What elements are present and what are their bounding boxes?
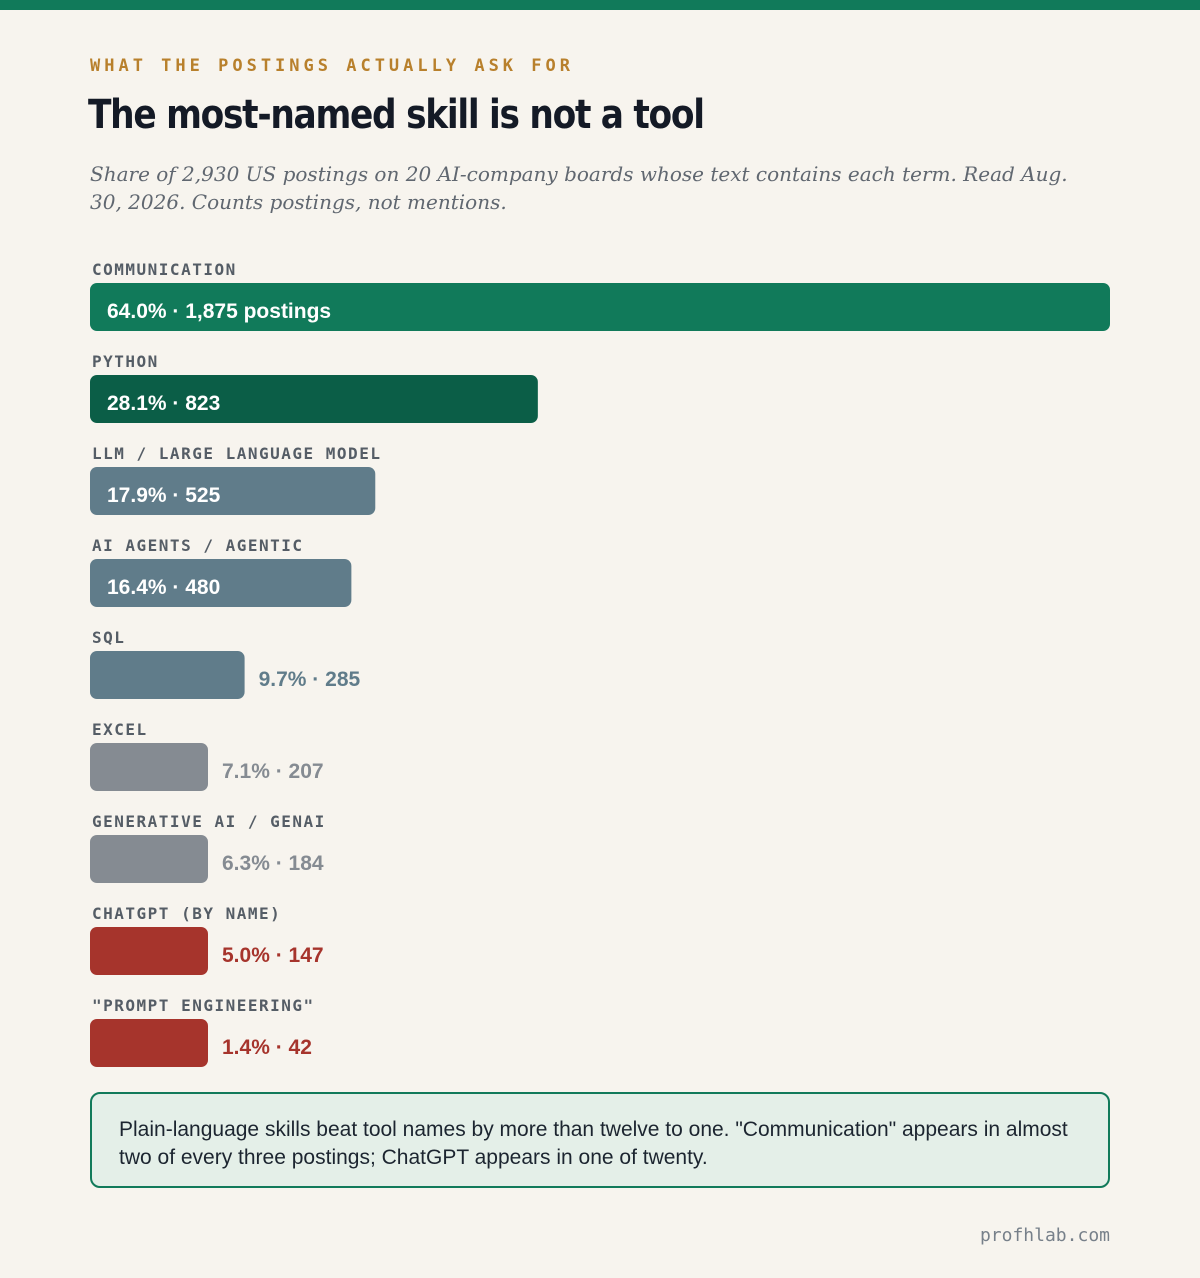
label-separator: · [167,484,186,507]
bar [90,559,352,607]
bar [90,375,538,423]
value-label: 6.3% [222,852,270,875]
data-label: 5.0% · 147 [222,944,324,967]
data-label: 16.4% · 480 [107,576,220,599]
label-separator: · [270,944,289,967]
category-label: GENERATIVE AI / GENAI [92,812,326,831]
value-label: 64.0% [107,300,167,323]
count-label: 823 [185,392,220,415]
value-label: 28.1% [107,392,167,415]
category-label: AI AGENTS / AGENTIC [92,536,304,555]
count-label: 480 [185,576,220,599]
label-separator: · [270,1036,289,1059]
chart-subtitle: Share of 2,930 US postings on 20 AI-comp… [90,162,1068,214]
bar-chart: COMMUNICATION 64.0% · 1,875 postings PYTHO… [90,260,1110,1067]
data-label: 28.1% · 823 [107,392,220,415]
label-separator: · [167,576,186,599]
kicker: WHAT THE POSTINGS ACTUALLY ASK FOR [90,56,574,76]
takeaway-note: Plain-language skills beat tool names by… [90,1092,1110,1188]
top-accent-bar [0,0,1200,10]
data-label: 6.3% · 184 [222,852,324,875]
category-label: COMMUNICATION [92,260,237,279]
data-label: 7.1% · 207 [222,760,324,783]
bar [90,927,208,975]
category-label: CHATGPT (BY NAME) [92,904,281,923]
bar [90,651,245,699]
count-label: 147 [289,944,324,967]
bar [90,835,208,883]
category-label: SQL [92,628,125,647]
count-label: 42 [289,1036,312,1059]
data-label: 1.4% · 42 [222,1036,312,1059]
category-label: PYTHON [92,352,159,371]
bar [90,283,1110,331]
label-separator: · [167,300,186,323]
site-credit: profhlab.com [979,1225,1110,1246]
value-label: 17.9% [107,484,167,507]
value-label: 9.7% [259,668,307,691]
label-separator: · [270,760,289,783]
count-label: 184 [289,852,324,875]
value-label: 7.1% [222,760,270,783]
count-label: 1,875 postings [185,300,331,323]
label-separator: · [270,852,289,875]
count-label: 525 [185,484,220,507]
category-label: EXCEL [92,720,148,739]
label-separator: · [306,668,325,691]
value-label: 16.4% [107,576,167,599]
chart-title: The most-named skill is not a tool [88,92,705,138]
bar [90,743,208,791]
value-label: 5.0% [222,944,270,967]
bar [90,467,376,515]
label-separator: · [167,392,186,415]
category-label: LLM / LARGE LANGUAGE MODEL [92,444,381,463]
bar [90,1019,208,1067]
data-label: 64.0% · 1,875 postings [107,300,331,323]
data-label: 17.9% · 525 [107,484,221,507]
count-label: 285 [325,668,360,691]
category-label: "PROMPT ENGINEERING" [92,996,315,1015]
data-label: 9.7% · 285 [259,668,361,691]
value-label: 1.4% [222,1036,270,1059]
count-label: 207 [289,760,324,783]
